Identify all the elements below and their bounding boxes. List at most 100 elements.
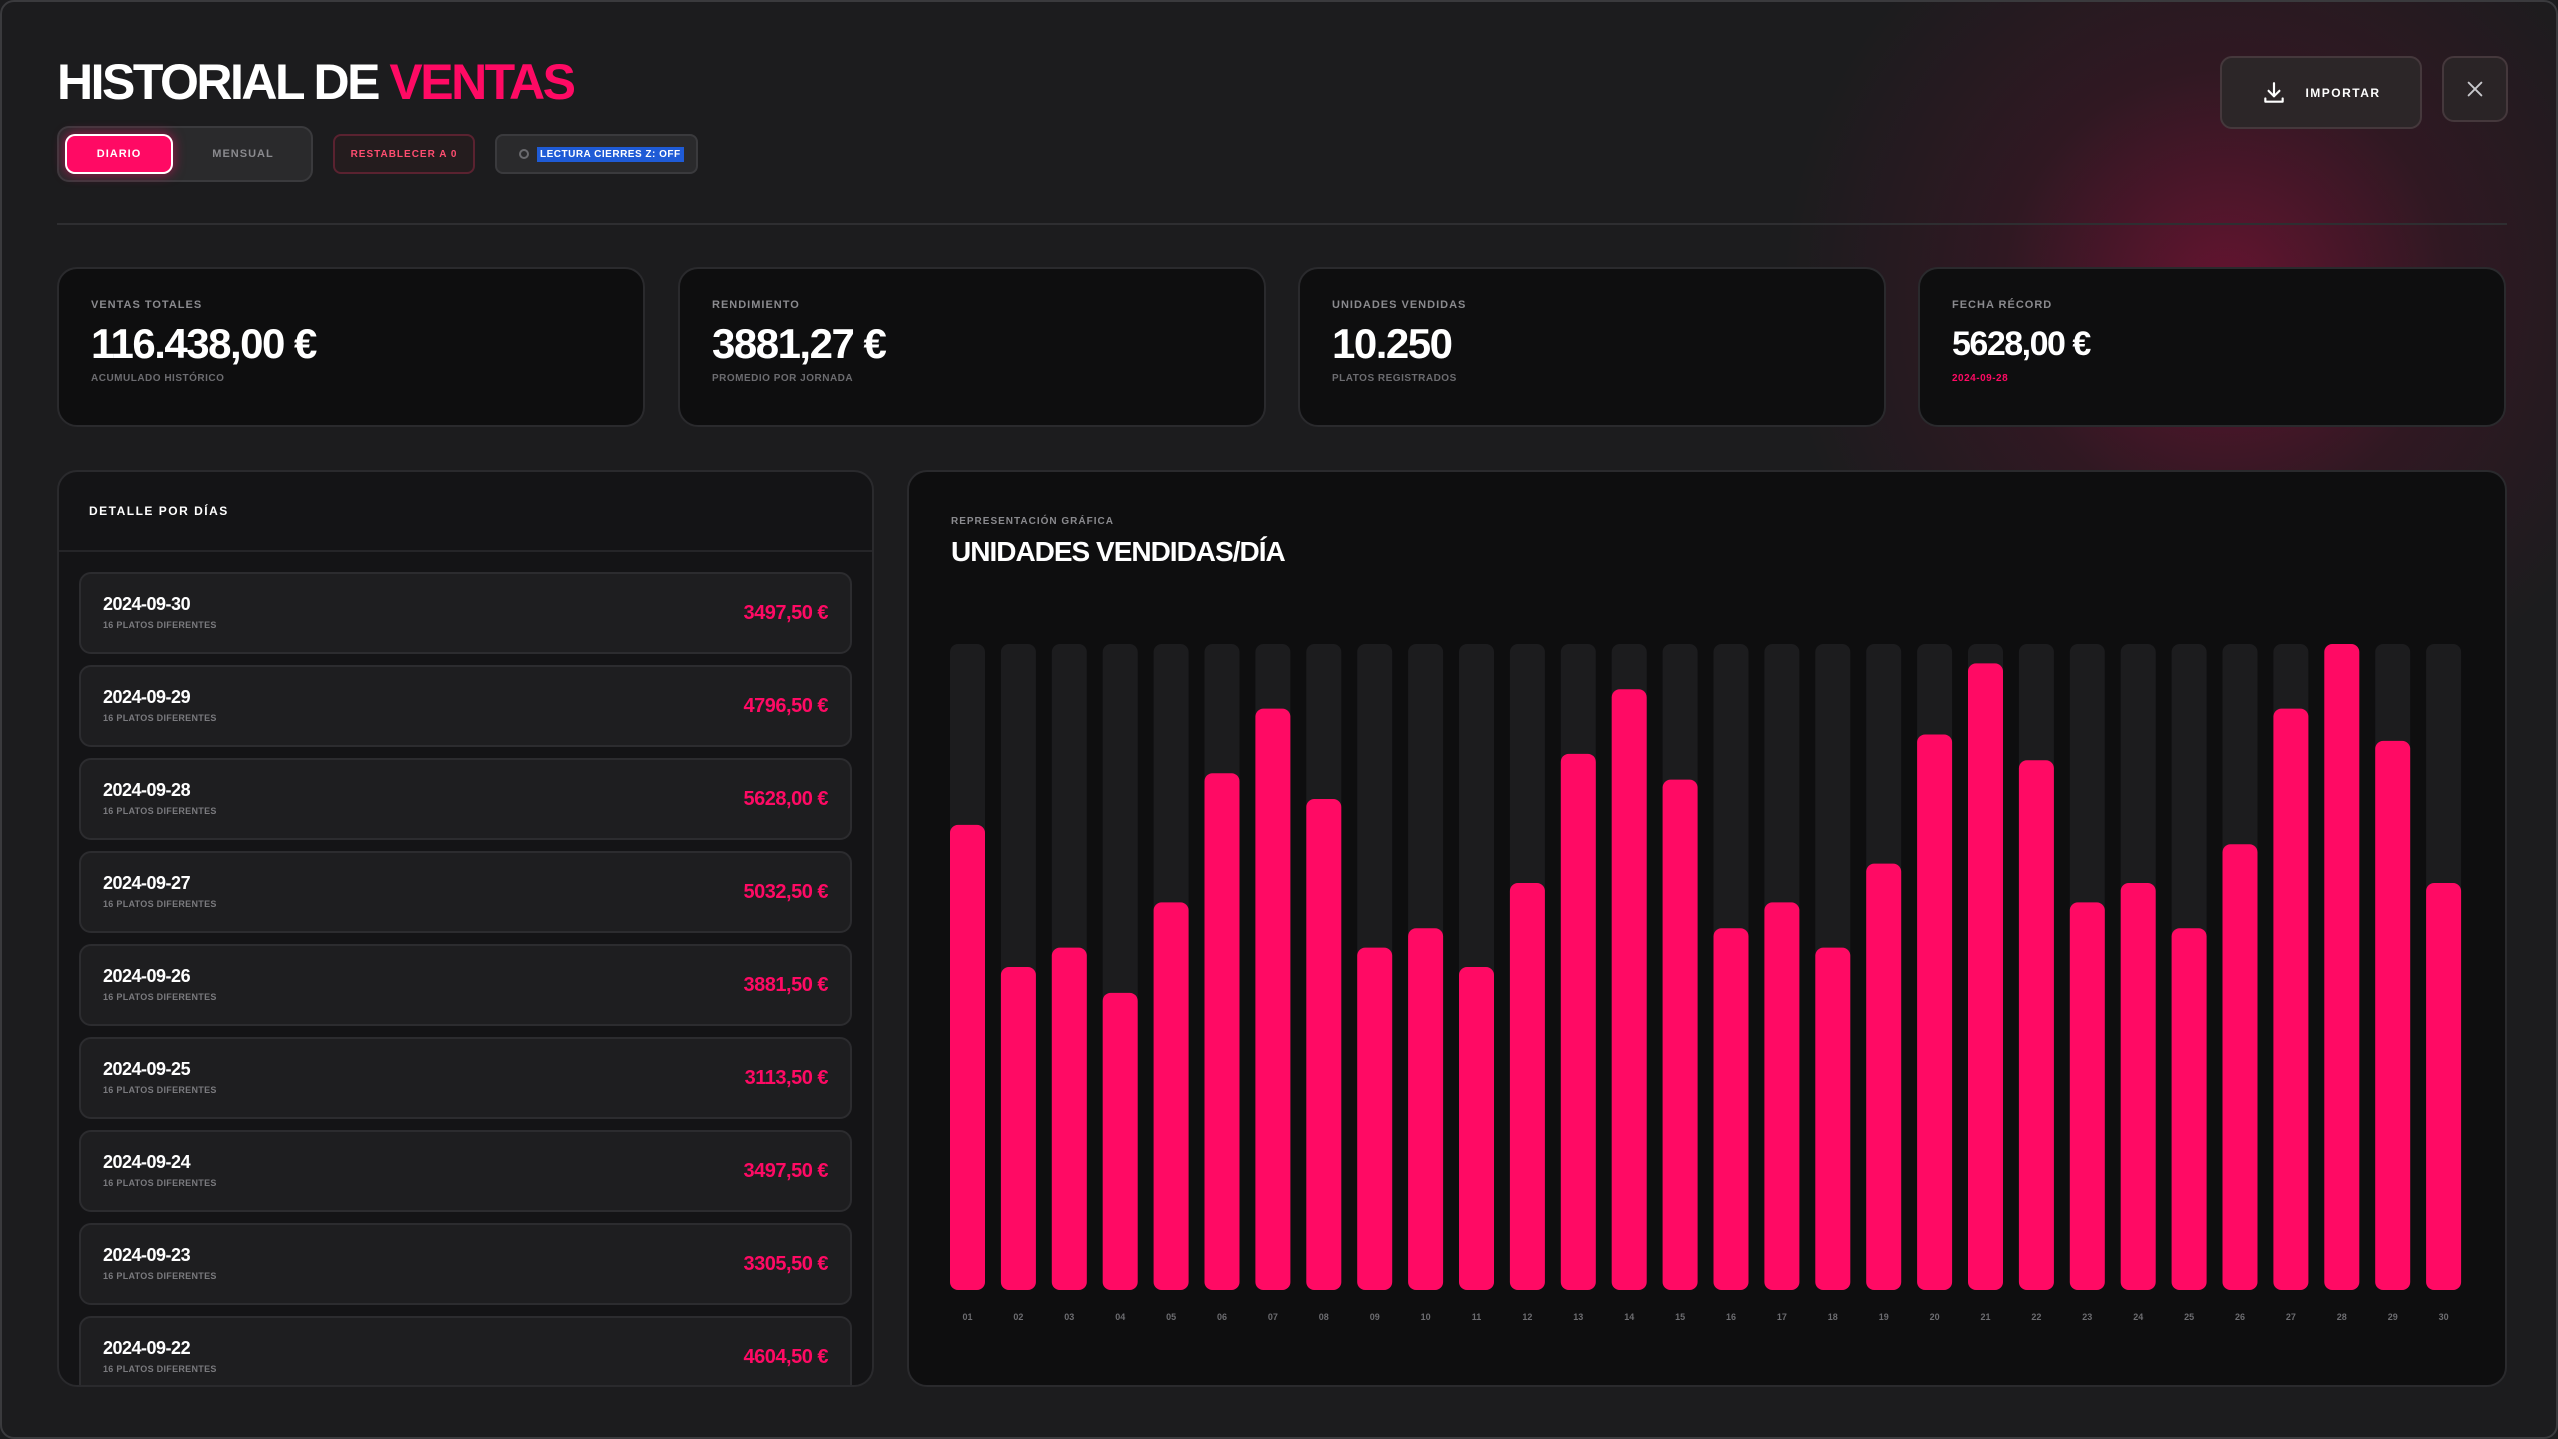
x-tick-label: 06 bbox=[1217, 1312, 1227, 1322]
bar-day-16[interactable] bbox=[1713, 928, 1749, 1290]
x-tick-label: 02 bbox=[1013, 1312, 1023, 1322]
bar-day-21[interactable] bbox=[1968, 663, 2003, 1290]
stat-label: UNIDADES VENDIDAS bbox=[1332, 299, 1467, 311]
bar-day-11[interactable] bbox=[1459, 967, 1494, 1290]
days-panel: DETALLE POR DÍAS 2024-09-30 16 PLATOS DIF… bbox=[57, 470, 874, 1387]
day-amount: 3305,50 € bbox=[743, 1253, 829, 1275]
day-date: 2024-09-28 bbox=[103, 780, 191, 800]
day-meta: 16 PLATOS DIFERENTES bbox=[103, 1085, 217, 1095]
day-row[interactable]: 2024-09-24 16 PLATOS DIFERENTES 3497,50 € bbox=[79, 1130, 852, 1212]
day-date: 2024-09-26 bbox=[103, 966, 191, 986]
z-reading-toggle[interactable]: LECTURA CIERRES Z: OFF bbox=[495, 134, 698, 174]
bar-day-10[interactable] bbox=[1408, 928, 1444, 1290]
bar-day-07[interactable] bbox=[1255, 708, 1291, 1290]
x-tick-label: 28 bbox=[2337, 1312, 2347, 1322]
day-meta: 16 PLATOS DIFERENTES bbox=[103, 806, 217, 816]
bar-day-02[interactable] bbox=[1000, 967, 1036, 1290]
tab-monthly[interactable]: MENSUAL bbox=[212, 148, 274, 160]
day-row[interactable]: 2024-09-27 16 PLATOS DIFERENTES 5032,50 € bbox=[79, 851, 852, 933]
close-button[interactable] bbox=[2442, 56, 2508, 122]
bar-day-17[interactable] bbox=[1764, 902, 1800, 1290]
bar-day-03[interactable] bbox=[1051, 947, 1087, 1290]
day-amount: 4604,50 € bbox=[743, 1346, 829, 1368]
bar-day-24[interactable] bbox=[2120, 883, 2156, 1290]
stat-card-record-date: FECHA RÉCORD 5628,00 € 2024-09-28 bbox=[1918, 267, 2506, 427]
bar-day-19[interactable] bbox=[1866, 863, 1902, 1290]
day-meta: 16 PLATOS DIFERENTES bbox=[103, 1178, 217, 1188]
bar-day-05[interactable] bbox=[1153, 902, 1189, 1290]
day-date: 2024-09-24 bbox=[103, 1152, 191, 1172]
chart-title: UNIDADES VENDIDAS/DÍA bbox=[951, 536, 1286, 567]
bar-day-13[interactable] bbox=[1560, 753, 1596, 1290]
import-label: IMPORTAR bbox=[2305, 85, 2381, 100]
stat-sub: ACUMULADO HISTÓRICO bbox=[91, 373, 225, 384]
bar-day-29[interactable] bbox=[2375, 740, 2411, 1290]
day-date: 2024-09-29 bbox=[103, 687, 191, 707]
toggle-indicator-icon bbox=[519, 149, 529, 159]
day-date: 2024-09-22 bbox=[103, 1338, 191, 1358]
day-meta: 16 PLATOS DIFERENTES bbox=[103, 620, 217, 630]
x-tick-label: 10 bbox=[1421, 1312, 1431, 1322]
day-date: 2024-09-23 bbox=[103, 1245, 191, 1265]
stat-value: 10.250 bbox=[1332, 320, 1453, 367]
bar-day-23[interactable] bbox=[2069, 902, 2105, 1290]
bar-day-04[interactable] bbox=[1102, 992, 1138, 1290]
stat-label: VENTAS TOTALES bbox=[91, 299, 203, 311]
day-row[interactable]: 2024-09-28 16 PLATOS DIFERENTES 5628,00 € bbox=[79, 758, 852, 840]
bar-day-30[interactable] bbox=[2426, 883, 2462, 1290]
bar-day-12[interactable] bbox=[1509, 883, 1545, 1290]
view-toggle: DIARIO MENSUAL bbox=[57, 126, 313, 182]
day-meta: 16 PLATOS DIFERENTES bbox=[103, 1271, 217, 1281]
download-icon bbox=[2264, 81, 2285, 103]
x-tick-label: 21 bbox=[1980, 1312, 1990, 1322]
bar-day-26[interactable] bbox=[2222, 844, 2258, 1290]
day-meta: 16 PLATOS DIFERENTES bbox=[103, 1364, 217, 1374]
bar-day-18[interactable] bbox=[1815, 947, 1851, 1290]
x-tick-label: 16 bbox=[1726, 1312, 1736, 1322]
day-date: 2024-09-25 bbox=[103, 1059, 191, 1079]
day-row[interactable]: 2024-09-23 16 PLATOS DIFERENTES 3305,50 € bbox=[79, 1223, 852, 1305]
x-tick-label: 24 bbox=[2133, 1312, 2143, 1322]
day-amount: 5628,00 € bbox=[743, 788, 829, 810]
chart-panel: REPRESENTACIÓN GRÁFICA UNIDADES VENDIDAS… bbox=[907, 470, 2507, 1387]
bar-day-09[interactable] bbox=[1357, 947, 1393, 1290]
x-tick-label: 23 bbox=[2082, 1312, 2092, 1322]
x-tick-label: 14 bbox=[1624, 1312, 1634, 1322]
stat-sub: PLATOS REGISTRADOS bbox=[1332, 373, 1457, 384]
day-meta: 16 PLATOS DIFERENTES bbox=[103, 899, 217, 909]
day-row[interactable]: 2024-09-26 16 PLATOS DIFERENTES 3881,50 € bbox=[79, 944, 852, 1026]
bar-day-20[interactable] bbox=[1917, 734, 1953, 1290]
import-button[interactable]: IMPORTAR bbox=[2220, 56, 2422, 129]
x-tick-label: 08 bbox=[1319, 1312, 1329, 1322]
day-row[interactable]: 2024-09-30 16 PLATOS DIFERENTES 3497,50 € bbox=[79, 572, 852, 654]
day-row[interactable]: 2024-09-22 16 PLATOS DIFERENTES 4604,50 € bbox=[79, 1316, 852, 1385]
x-tick-label: 22 bbox=[2031, 1312, 2041, 1322]
days-panel-title: DETALLE POR DÍAS bbox=[59, 472, 872, 552]
day-row[interactable]: 2024-09-25 16 PLATOS DIFERENTES 3113,50 € bbox=[79, 1037, 852, 1119]
day-amount: 3497,50 € bbox=[743, 1160, 829, 1182]
bar-day-15[interactable] bbox=[1662, 779, 1698, 1290]
x-tick-label: 12 bbox=[1522, 1312, 1532, 1322]
bar-day-14[interactable] bbox=[1611, 689, 1647, 1290]
day-row[interactable]: 2024-09-29 16 PLATOS DIFERENTES 4796,50 € bbox=[79, 665, 852, 747]
day-date: 2024-09-30 bbox=[103, 594, 191, 614]
day-amount: 3113,50 € bbox=[744, 1067, 829, 1089]
x-tick-label: 13 bbox=[1573, 1312, 1583, 1322]
stat-label: FECHA RÉCORD bbox=[1952, 299, 2053, 311]
x-tick-label: 07 bbox=[1268, 1312, 1278, 1322]
day-amount: 3881,50 € bbox=[743, 974, 829, 996]
bar-day-22[interactable] bbox=[2018, 760, 2054, 1290]
bar-day-08[interactable] bbox=[1306, 799, 1342, 1290]
bar-day-25[interactable] bbox=[2171, 928, 2207, 1290]
stat-card-units-sold: UNIDADES VENDIDAS 10.250 PLATOS REGISTRA… bbox=[1298, 267, 1886, 427]
bar-day-06[interactable] bbox=[1204, 773, 1240, 1290]
bar-day-27[interactable] bbox=[2273, 708, 2309, 1290]
x-tick-label: 29 bbox=[2388, 1312, 2398, 1322]
bar-day-28[interactable] bbox=[2324, 644, 2360, 1290]
reset-button[interactable]: RESTABLECER A 0 bbox=[333, 134, 475, 174]
x-tick-label: 30 bbox=[2439, 1312, 2449, 1322]
x-tick-label: 01 bbox=[962, 1312, 972, 1322]
tab-daily[interactable]: DIARIO bbox=[65, 134, 173, 174]
bar-day-01[interactable] bbox=[950, 824, 985, 1290]
